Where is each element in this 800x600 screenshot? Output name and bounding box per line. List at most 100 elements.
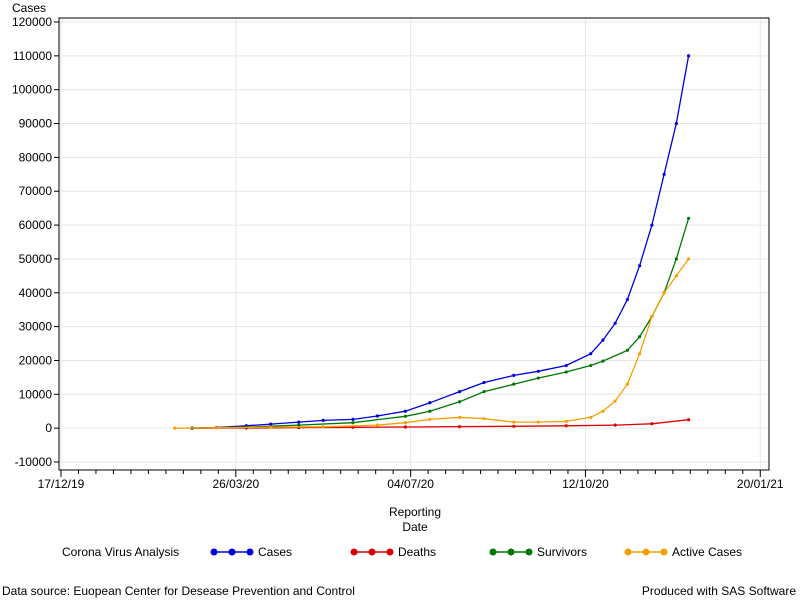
data-point [625,348,630,352]
data-point [638,352,642,356]
data-point [686,54,691,58]
data-point [297,423,301,427]
data-point [482,380,486,385]
x-tick-label: 20/01/21 [737,477,784,491]
y-tick-label: 70000 [19,184,53,198]
x-axis: 17/12/19 26/03/20 04/07/20 12/10/20 20/01/21 [38,470,784,491]
data-point [536,369,540,373]
legend-title: Corona Virus Analysis [62,545,179,559]
x-tick-label: 17/12/19 [38,477,85,491]
data-point [321,418,325,422]
data-point [214,426,219,430]
x-tick-label: 04/07/20 [387,477,434,491]
data-point [638,335,642,339]
data-point [403,414,407,418]
data-point [536,376,540,380]
data-point [269,425,273,429]
x-axis-label-line1: Reporting [389,505,441,519]
data-point [297,420,301,424]
data-point [457,390,462,394]
legend-item-survivors: Survivors [489,545,587,559]
data-point [564,363,568,368]
data-point [589,363,593,368]
data-point [564,370,568,374]
data-point [512,382,516,386]
legend-item-cases: Cases [210,545,292,559]
data-point [674,274,678,278]
data-point [613,321,617,325]
y-tick-label: 110000 [13,49,52,63]
data-point [650,314,654,319]
data-point [512,420,516,424]
data-source-note: Data source: Euopean Center for Desease … [2,584,355,598]
legend-label: Active Cases [672,545,742,559]
data-point [428,417,432,421]
data-point [613,399,617,403]
x-tick-label: 12/10/20 [562,477,609,491]
x-tick-label: 26/03/20 [212,477,259,491]
data-point [662,291,666,295]
data-point [650,223,654,227]
legend-label: Survivors [537,545,587,559]
data-point [351,421,355,425]
y-tick-label: 0 [45,421,52,435]
data-point [428,409,432,413]
data-point [351,417,355,421]
data-point [625,382,630,386]
data-point [564,424,568,428]
y-tick-label: 10000 [19,387,53,401]
data-point [564,419,568,423]
y-tick-label: 30000 [19,320,53,334]
data-point [601,338,605,342]
y-axis-label: Cases [12,1,46,15]
data-point [650,422,654,426]
x-axis-label-line2: Date [402,520,428,534]
data-point [512,424,516,428]
y-tick-label: 50000 [19,252,53,266]
data-point [482,390,486,394]
data-point [512,373,516,377]
data-point [686,216,691,220]
data-point [674,257,678,261]
data-point [457,400,462,404]
legend-item-active-cases: Active Cases [624,545,742,559]
data-point [589,352,593,356]
grid-lines [59,18,769,470]
data-point [601,409,605,413]
data-point [403,425,407,429]
data-point [457,415,462,419]
y-tick-label: 100000 [12,83,52,97]
data-point [403,409,407,413]
data-point [482,417,486,421]
data-point [269,422,273,426]
y-tick-label: 80000 [19,150,53,164]
data-point [321,425,325,429]
y-tick-label: 60000 [19,218,53,232]
data-point [536,420,540,424]
data-point [674,121,678,126]
plot-area [58,17,770,471]
y-tick-label: 120000 [12,15,52,29]
data-point [457,425,462,429]
data-point [686,418,691,422]
y-tick-label: 90000 [19,117,53,131]
data-point [403,421,407,425]
data-point [638,264,642,268]
data-point [428,401,432,405]
legend-label: Cases [258,545,292,559]
series-line-cases [192,55,690,429]
data-point [375,423,380,427]
data-point [173,426,177,430]
data-point [662,172,666,176]
data-point [686,257,691,261]
data-point [375,414,380,418]
y-tick-label: 20000 [19,353,53,367]
y-axis: -10000 0 10000 20000 30000 40000 50000 60000 700… [12,15,59,469]
y-tick-label: 40000 [19,286,53,300]
legend-item-deaths: Deaths [350,545,436,559]
y-tick-label: -10000 [15,455,53,469]
data-point [613,423,617,427]
legend: Corona Virus Analysis Cases Deaths Survivo… [62,545,742,559]
data-point [589,415,593,419]
